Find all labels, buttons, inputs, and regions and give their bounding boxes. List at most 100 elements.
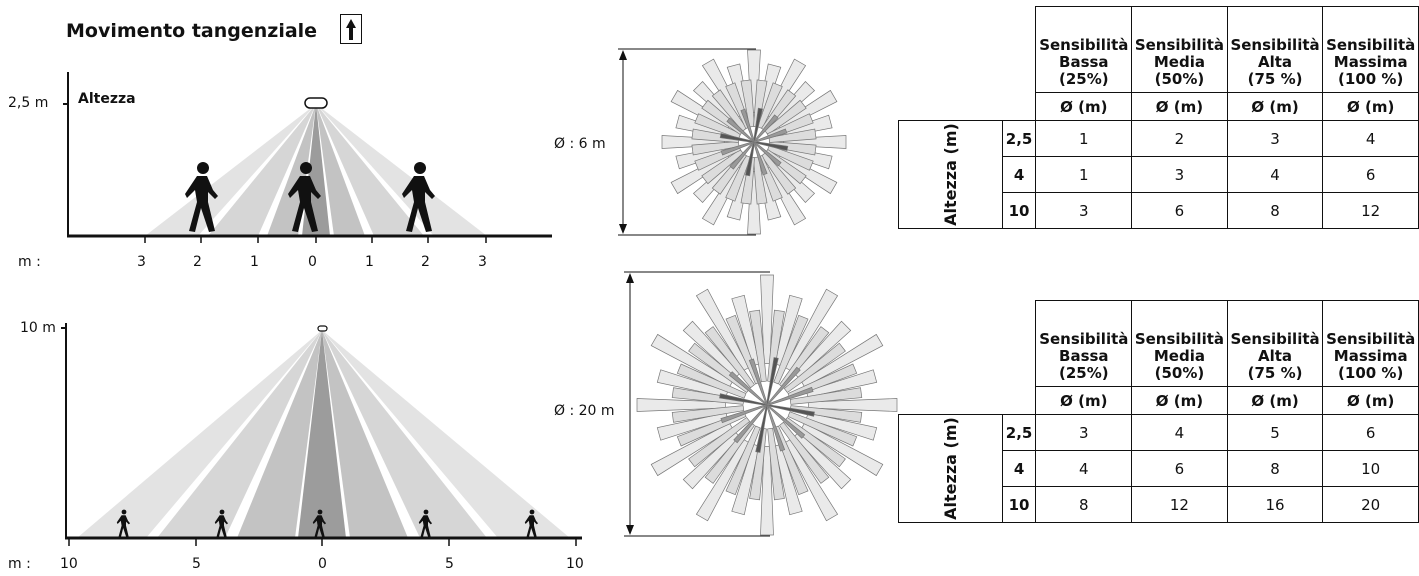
cell: 6 <box>1131 450 1228 487</box>
cell: 4 <box>1226 156 1324 193</box>
cell: 8 <box>1226 192 1324 229</box>
col-header-line2: Bassa <box>1059 347 1109 365</box>
col-header-line2: Alta <box>1258 53 1293 71</box>
bottom-coverage-diagram <box>61 323 582 546</box>
col-header-line1: Sensibilità <box>1039 330 1129 348</box>
unit-header: Ø (m) <box>1035 92 1133 121</box>
col-header-line3: (25%) <box>1058 364 1109 382</box>
cell: 4 <box>1131 414 1228 451</box>
col-header-line3: (100 %) <box>1338 70 1404 88</box>
col-header-line1: Sensibilità <box>1326 330 1416 348</box>
cell: 2 <box>1131 120 1228 157</box>
cell: 4 <box>1322 120 1419 157</box>
cell: 8 <box>1226 450 1324 487</box>
unit-header: Ø (m) <box>1322 386 1419 415</box>
top-tick: 3 <box>137 254 146 270</box>
col-header-line1: Sensibilità <box>1230 330 1320 348</box>
col-header-line2: Media <box>1153 53 1205 71</box>
cell: 1 <box>1035 120 1133 157</box>
bottom-coverage-fans <box>77 330 570 538</box>
large-diameter-label: Ø : 20 m <box>554 403 615 419</box>
bottom-tick: 5 <box>192 556 201 572</box>
unit-header: Ø (m) <box>1131 92 1228 121</box>
top-tick: 1 <box>250 254 259 270</box>
top-height-label: 2,5 m <box>8 95 49 111</box>
sensitivity-table-2: Sensibilità Bassa (25%) Sensibilità Media (5… <box>898 300 1419 523</box>
unit-header: Ø (m) <box>1322 92 1419 121</box>
sensitivity-table-1: Sensibilità Bassa (25%) Sensibilità Media (5… <box>898 6 1419 229</box>
col-header-line1: Sensibilità <box>1039 36 1129 54</box>
cell: 12 <box>1322 192 1419 229</box>
cell: 4 <box>1035 450 1133 487</box>
col-header-line1: Sensibilità <box>1134 36 1225 54</box>
unit-header: Ø (m) <box>1131 386 1228 415</box>
cell: 3 <box>1226 120 1324 157</box>
col-header-line2: Alta <box>1258 347 1293 365</box>
col-header-line3: (25%) <box>1058 70 1109 88</box>
col-header-line3: (75 %) <box>1247 364 1303 382</box>
cell: 3 <box>1131 156 1228 193</box>
bottom-axis-prefix: m : <box>8 556 31 572</box>
table-row: 10 3 6 8 12 <box>899 192 1419 229</box>
row-height: 10 <box>1001 486 1037 523</box>
walking-person-icon <box>116 509 538 538</box>
row-height: 4 <box>1001 450 1037 487</box>
row-axis-label: Altezza (m) <box>940 417 960 520</box>
height-caption: Altezza <box>78 91 136 107</box>
cell: 5 <box>1226 414 1324 451</box>
top-tick: 1 <box>365 254 374 270</box>
col-header-line1: Sensibilità <box>1134 330 1225 348</box>
top-coverage-fans <box>145 104 487 236</box>
cell: 3 <box>1035 414 1133 451</box>
small-diameter-label: Ø : 6 m <box>554 136 606 152</box>
cell: 1 <box>1035 156 1133 193</box>
large-pattern-diagram <box>624 271 898 537</box>
row-axis-label: Altezza (m) <box>940 123 960 226</box>
col-header-line2: Massima <box>1333 53 1408 71</box>
walking-person-icon <box>185 162 435 232</box>
col-header-line3: (50%) <box>1154 70 1205 88</box>
col-header-line1: Sensibilità <box>1326 36 1416 54</box>
coverage-rays-large <box>636 274 898 536</box>
row-height: 2,5 <box>1001 414 1037 451</box>
cell: 10 <box>1322 450 1419 487</box>
unit-header: Ø (m) <box>1226 386 1324 415</box>
cell: 20 <box>1322 486 1419 523</box>
diagram-title: Movimento tangenziale <box>66 20 318 42</box>
unit-header: Ø (m) <box>1035 386 1133 415</box>
top-tick: 3 <box>478 254 487 270</box>
coverage-rays-small <box>661 49 847 235</box>
col-header-line3: (75 %) <box>1247 70 1303 88</box>
col-header-line2: Media <box>1153 347 1205 365</box>
cell: 6 <box>1131 192 1228 229</box>
row-height: 10 <box>1001 192 1037 229</box>
table-row: Altezza (m) 2,5 3 4 5 6 <box>898 414 1419 523</box>
col-header-line2: Bassa <box>1059 53 1109 71</box>
bottom-tick: 10 <box>60 556 78 572</box>
top-coverage-diagram <box>63 72 552 243</box>
col-header-line1: Sensibilità <box>1230 36 1320 54</box>
col-header-line3: (100 %) <box>1338 364 1404 382</box>
table-row: 4 4 6 8 10 <box>899 450 1419 487</box>
top-axis-prefix: m : <box>18 254 41 270</box>
top-tick: 0 <box>308 254 317 270</box>
cell: 6 <box>1322 414 1419 451</box>
table-row: 4 1 3 4 6 <box>899 156 1419 193</box>
row-height: 2,5 <box>1001 120 1037 157</box>
col-header-line2: Massima <box>1333 347 1408 365</box>
cell: 16 <box>1226 486 1324 523</box>
bottom-tick: 10 <box>566 556 584 572</box>
bottom-tick: 0 <box>318 556 327 572</box>
sensor-icon <box>304 97 328 109</box>
unit-header: Ø (m) <box>1226 92 1324 121</box>
cell: 6 <box>1322 156 1419 193</box>
table-row: Altezza (m) 2,5 1 2 3 4 <box>898 120 1419 229</box>
col-header-line3: (50%) <box>1154 364 1205 382</box>
cell: 12 <box>1131 486 1228 523</box>
row-height: 4 <box>1001 156 1037 193</box>
cell: 8 <box>1035 486 1133 523</box>
small-pattern-diagram <box>618 48 847 236</box>
bottom-tick: 5 <box>445 556 454 572</box>
sensor-icon <box>317 325 328 332</box>
top-tick: 2 <box>421 254 430 270</box>
